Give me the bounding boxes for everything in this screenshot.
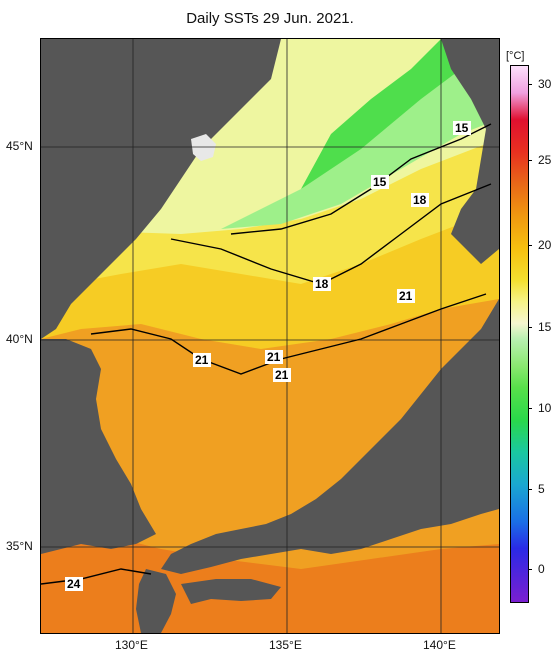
colorbar-unit: [°C] bbox=[506, 50, 525, 62]
colorbar-tick-15: 15 bbox=[538, 320, 552, 334]
lake bbox=[191, 134, 216, 161]
colorbar-tick-20: 20 bbox=[538, 238, 552, 252]
colorbar-tick-mark bbox=[528, 489, 532, 490]
sst-map: 15 15 18 18 21 21 21 21 24 bbox=[40, 38, 500, 634]
lat-label-35: 35°N bbox=[6, 539, 33, 553]
colorbar-tick-mark bbox=[528, 408, 532, 409]
contour-label: 15 bbox=[455, 121, 469, 135]
colorbar-tick-0: 0 bbox=[538, 562, 545, 576]
contour-label: 21 bbox=[399, 289, 413, 303]
contour-label: 18 bbox=[413, 193, 427, 207]
colorbar-tick-25: 25 bbox=[538, 153, 552, 167]
colorbar-tick-mark bbox=[528, 245, 532, 246]
lon-label-140: 140°E bbox=[423, 638, 456, 652]
contour-label-group: 15 15 18 18 21 21 21 21 24 bbox=[65, 121, 471, 591]
graticule bbox=[41, 39, 499, 633]
contour-label: 18 bbox=[315, 277, 329, 291]
colorbar-tick-mark bbox=[528, 160, 532, 161]
lat-label-45: 45°N bbox=[6, 139, 33, 153]
colorbar-tick-mark bbox=[528, 327, 532, 328]
contour-label: 21 bbox=[275, 368, 289, 382]
land-honshu bbox=[161, 299, 499, 574]
lat-label-40: 40°N bbox=[6, 332, 33, 346]
chart-title: Daily SSTs 29 Jun. 2021. bbox=[186, 10, 354, 27]
lon-label-130: 130°E bbox=[115, 638, 148, 652]
colorbar-tick-30: 30 bbox=[538, 77, 552, 91]
land-sakhalin-hokkaido bbox=[441, 39, 499, 264]
land-korea bbox=[41, 339, 156, 554]
contour-label: 21 bbox=[267, 350, 281, 364]
sst-map-canvas: 15 15 18 18 21 21 21 21 24 bbox=[41, 39, 499, 633]
colorbar-tick-mark bbox=[528, 569, 532, 570]
land-kyushu bbox=[136, 569, 176, 633]
contour-18 bbox=[170, 183, 492, 285]
contour-label: 21 bbox=[195, 353, 209, 367]
sea-band-cold bbox=[301, 39, 499, 189]
colorbar bbox=[510, 65, 529, 603]
colorbar-tick-10: 10 bbox=[538, 401, 552, 415]
colorbar-tick-mark bbox=[528, 84, 532, 85]
contour-label: 24 bbox=[67, 577, 81, 591]
lon-label-135: 135°E bbox=[269, 638, 302, 652]
colorbar-tick-5: 5 bbox=[538, 482, 545, 496]
land-shikoku bbox=[181, 579, 281, 604]
contour-label: 15 bbox=[373, 175, 387, 189]
land-continent bbox=[41, 39, 281, 339]
contour-24 bbox=[41, 568, 152, 585]
